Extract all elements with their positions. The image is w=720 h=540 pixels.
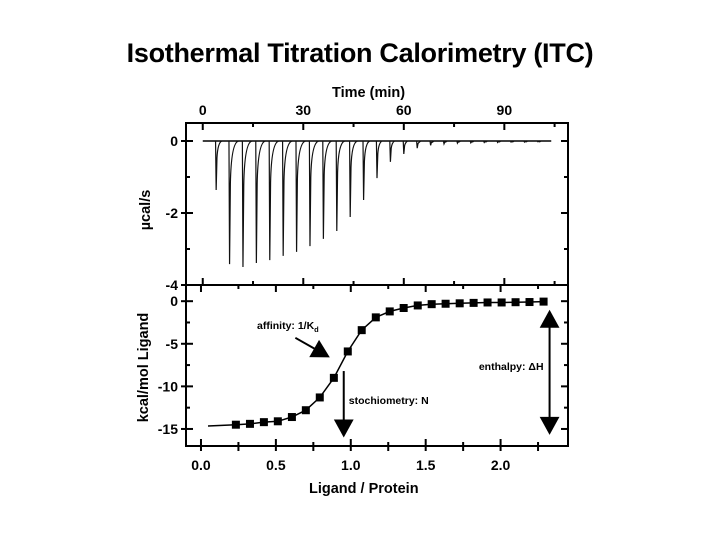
data-point — [511, 298, 520, 307]
data-point — [399, 304, 408, 312]
injection-peak — [469, 140, 475, 145]
isotherm-annotations: affinity: 1/Kd stochiometry: N enthalpy: Δ… — [257, 309, 560, 438]
data-point — [287, 413, 296, 422]
data-point — [385, 307, 394, 316]
data-point — [259, 418, 268, 427]
injection-peak — [348, 140, 358, 217]
affinity-arrow-head — [309, 339, 330, 358]
isotherm-x-tick-label: 0.0 — [191, 457, 211, 473]
isotherm-y-axis-label: kcal/mol Ligand — [136, 313, 152, 423]
injection-peak — [496, 140, 502, 144]
isotherm-y-tick-label: -10 — [158, 378, 178, 394]
injection-peak — [335, 140, 346, 232]
data-point — [329, 373, 338, 382]
data-point — [231, 420, 240, 429]
thermogram-x-tick-label: 60 — [396, 102, 412, 118]
data-point — [273, 417, 282, 426]
injection-peak — [214, 140, 223, 190]
injection-peak — [456, 140, 461, 145]
data-point — [483, 298, 492, 307]
injection-peak — [322, 140, 333, 239]
data-point — [315, 393, 324, 402]
data-point — [427, 300, 436, 309]
isotherm-x-tick-label: 2.0 — [491, 457, 511, 473]
data-point — [469, 298, 478, 307]
thermogram-x-tick-label: 0 — [199, 102, 207, 118]
isotherm-y-tick-label: -5 — [166, 336, 179, 352]
data-point — [245, 419, 254, 428]
enthalpy-label: enthalpy: ΔH — [479, 361, 544, 373]
injection-peak — [375, 140, 383, 179]
thermogram-panel: 0 30 60 90 0 -2 -4 Time (min) µcal/s — [138, 85, 569, 293]
thermogram-y-tick-label: 0 — [170, 133, 178, 149]
injection-peak — [308, 140, 320, 247]
data-point — [441, 299, 450, 308]
injection-peak — [295, 140, 306, 252]
injection-peak — [523, 140, 528, 144]
affinity-label: affinity: 1/Kd — [257, 320, 319, 334]
data-point — [343, 347, 352, 356]
data-point — [455, 299, 464, 308]
stoichiometry-label: stochiometry: N — [349, 395, 429, 407]
injection-peak — [389, 140, 395, 162]
thermogram-y-tick-label: -2 — [166, 205, 179, 221]
injection-peak — [416, 140, 421, 149]
data-point — [539, 297, 548, 306]
thermogram-x-axis-label: Time (min) — [332, 85, 405, 101]
injection-peak — [483, 140, 488, 144]
injection-peak — [281, 140, 293, 256]
injection-peak — [442, 140, 448, 146]
data-point — [301, 406, 310, 415]
isotherm-x-tick-label: 1.0 — [341, 457, 361, 473]
affinity-arrow-shaft — [294, 336, 318, 352]
isotherm-y-tick-label: -15 — [158, 421, 178, 437]
thermogram-y-tick-label: -4 — [166, 277, 179, 293]
thermogram-ticks: 0 30 60 90 0 -2 -4 — [166, 102, 568, 293]
thermogram-y-axis-label: µcal/s — [138, 190, 154, 231]
data-point — [413, 301, 422, 310]
data-point — [371, 313, 380, 322]
thermogram-x-tick-label: 90 — [497, 102, 513, 118]
injection-peak — [362, 140, 371, 201]
injection-peak — [241, 140, 253, 268]
data-point — [525, 298, 534, 307]
isotherm-x-tick-label: 1.5 — [416, 457, 436, 473]
isotherm-series — [207, 297, 548, 429]
injection-peak — [429, 140, 435, 146]
stoichiometry-arrow-head — [333, 419, 354, 438]
affinity-label-main: affinity: 1/K — [257, 320, 315, 332]
data-point — [357, 326, 366, 335]
enthalpy-arrow-head — [539, 416, 560, 435]
injection-peak — [268, 140, 280, 261]
injection-peak — [402, 140, 408, 155]
isotherm-panel: 0.0 0.5 1.0 1.5 2.0 0 -5 -10 -15 affinity: 1/Kd s… — [136, 284, 569, 497]
data-point — [497, 298, 506, 307]
isotherm-ticks: 0.0 0.5 1.0 1.5 2.0 0 -5 -10 -15 — [158, 285, 568, 473]
affinity-label-subscript: d — [314, 325, 319, 334]
injection-peak — [228, 140, 239, 265]
isotherm-x-tick-label: 0.5 — [266, 457, 286, 473]
chart-title: Isothermal Titration Calorimetry (ITC) — [126, 38, 594, 68]
thermogram-trace — [202, 140, 552, 268]
isotherm-y-tick-label: 0 — [170, 293, 178, 309]
injection-peak — [255, 140, 266, 264]
injection-peak — [536, 140, 542, 143]
enthalpy-arrow-head-start — [539, 309, 560, 328]
isotherm-x-axis-label: Ligand / Protein — [309, 481, 419, 497]
thermogram-x-tick-label: 30 — [295, 102, 311, 118]
injection-peak — [509, 140, 515, 144]
